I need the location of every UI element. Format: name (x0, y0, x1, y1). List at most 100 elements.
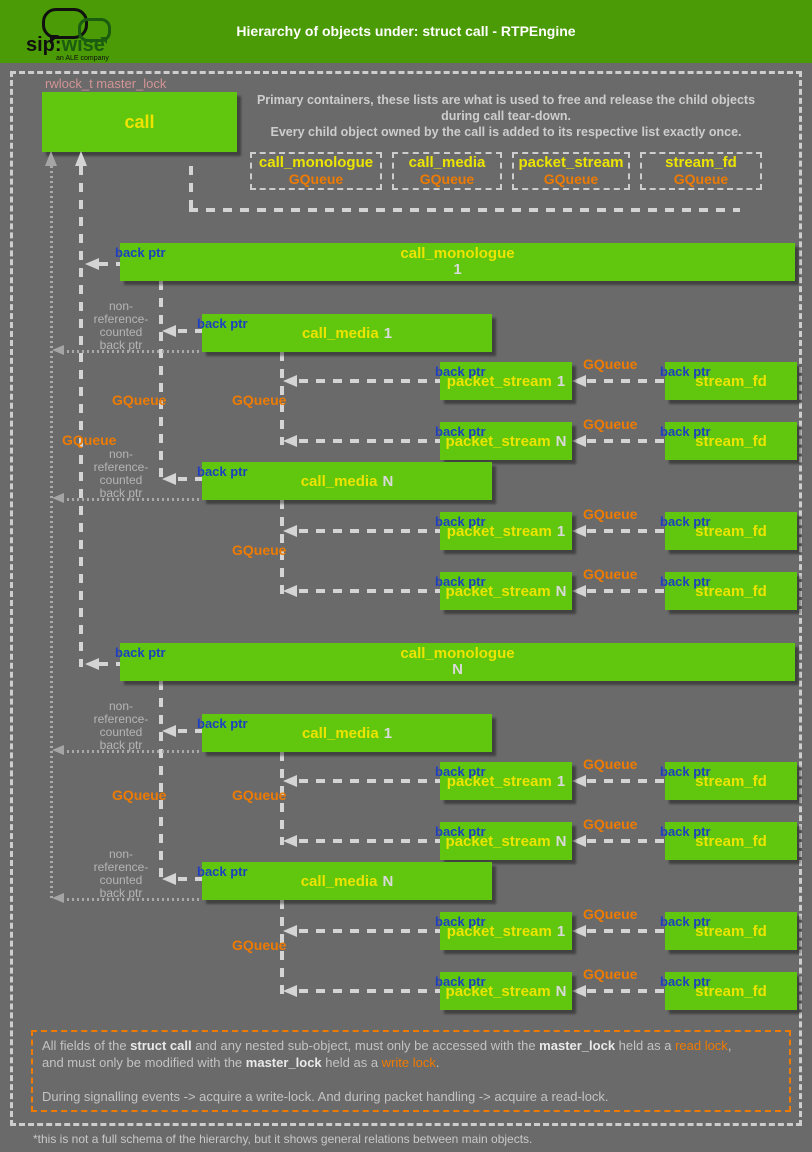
legend-box-stream-fd: stream_fd GQueue (640, 152, 762, 190)
connector-dashed-line (587, 379, 666, 383)
connector-dashed-line (587, 839, 666, 843)
node-stream_fd: stream_fd (665, 822, 797, 860)
connector-dashed-line (587, 439, 666, 443)
legend-box-call-monologue: call_monologue GQueue (250, 152, 382, 190)
arrowhead-icon (572, 835, 586, 847)
gqueue-label: GQueue (232, 542, 287, 558)
node-call_media-N: call_media N (202, 862, 492, 900)
notice-lock-term: write lock (381, 1055, 436, 1070)
arrowhead-icon (572, 435, 586, 447)
node-label: stream_fd (695, 982, 767, 1000)
back-ptr-label: back ptr (660, 974, 711, 989)
node-label: stream_fd (695, 432, 767, 450)
node-packet_stream-N: packet_stream N (440, 422, 572, 460)
arrowhead-icon (45, 151, 57, 166)
back-ptr-label: back ptr (197, 716, 248, 731)
notice-line: and must only be modified with the maste… (42, 1054, 780, 1071)
connector-dashed-line (587, 529, 666, 533)
connector-dashed-line (299, 379, 440, 383)
gqueue-label: GQueue (583, 506, 638, 522)
arrowhead-icon (283, 375, 297, 387)
arrowhead-icon (283, 835, 297, 847)
node-label: call_media (301, 324, 379, 342)
node-stream_fd: stream_fd (665, 762, 797, 800)
legend-container-type: GQueue (673, 171, 729, 187)
legend-container-type: GQueue (288, 171, 344, 187)
node-label: stream_fd (695, 832, 767, 850)
node-packet_stream-1: packet_stream 1 (440, 912, 572, 950)
node-call: call (42, 92, 237, 152)
arrowhead-icon (162, 725, 176, 737)
gqueue-label: GQueue (583, 416, 638, 432)
connector-dashed-line (99, 262, 120, 266)
node-index: 1 (453, 261, 462, 278)
connector-dotted-line (50, 166, 53, 901)
arrowhead-icon (85, 658, 99, 670)
arrowhead-icon (572, 775, 586, 787)
connector-dashed-line (299, 779, 440, 783)
node-label: stream_fd (695, 772, 767, 790)
node-index: 1 (556, 922, 566, 940)
node-label: packet_stream (446, 772, 552, 790)
gqueue-label: GQueue (62, 432, 117, 448)
logo-wordmark: sip:wise (26, 35, 105, 55)
node-stream_fd: stream_fd (665, 572, 797, 610)
legend-name: call_monologue (258, 154, 374, 171)
gqueue-label: GQueue (112, 392, 167, 408)
node-label: call_monologue (400, 645, 515, 662)
connector-dashed-line (299, 439, 440, 443)
node-stream_fd: stream_fd (665, 972, 797, 1010)
back-ptr-label: back ptr (660, 364, 711, 379)
connector-dashed-line (299, 989, 440, 993)
gqueue-label: GQueue (232, 787, 287, 803)
non-ref-back-ptr-label: non-reference-counted back ptr (93, 847, 149, 900)
arrowhead-icon (162, 873, 176, 885)
connector-dashed-line (299, 929, 440, 933)
arrowhead-icon (572, 375, 586, 387)
back-ptr-label: back ptr (197, 464, 248, 479)
node-label: packet_stream (445, 582, 551, 600)
legend-name: call_media (408, 154, 486, 171)
footnote: *this is not a full schema of the hierar… (33, 1132, 533, 1146)
arrowhead-icon (283, 925, 297, 937)
legend-container-type: GQueue (543, 171, 599, 187)
back-ptr-label: back ptr (660, 514, 711, 529)
logo-sip: sip: (26, 34, 62, 56)
notice-text: , (727, 1038, 732, 1053)
arrowhead-icon (572, 585, 586, 597)
back-ptr-label: back ptr (660, 424, 711, 439)
gqueue-label: GQueue (232, 392, 287, 408)
notice-line (42, 1071, 780, 1088)
description-line: during call tear-down. (441, 109, 571, 123)
node-index: N (382, 472, 394, 490)
notice-text: During signalling events -> acquire a wr… (42, 1089, 609, 1104)
connector-dashed-line (587, 779, 666, 783)
connector-dashed-line (587, 929, 666, 933)
node-call_media-1: call_media 1 (202, 714, 492, 752)
node-call_media-1: call_media 1 (202, 314, 492, 352)
back-ptr-label: back ptr (115, 245, 166, 260)
arrowhead-icon (283, 585, 297, 597)
node-index: N (555, 832, 567, 850)
node-index: 1 (556, 522, 566, 540)
node-label: stream_fd (695, 372, 767, 390)
node-index: N (382, 872, 394, 890)
node-label: stream_fd (695, 582, 767, 600)
back-ptr-label: back ptr (660, 574, 711, 589)
header: sip:wise an ALE company Hierarchy of obj… (0, 0, 812, 63)
notice-emphasis: master_lock (245, 1055, 322, 1070)
legend-name: stream_fd (665, 154, 737, 171)
arrowhead-icon (283, 525, 297, 537)
back-ptr-label: back ptr (435, 574, 486, 589)
arrowhead-icon (52, 745, 64, 755)
back-ptr-label: back ptr (435, 974, 486, 989)
connector-dashed-line (280, 352, 284, 445)
notice-text: and must only be modified with the (42, 1055, 246, 1070)
gqueue-label: GQueue (583, 906, 638, 922)
node-call_monologue-N: call_monologue N (120, 643, 795, 681)
notice-emphasis: master_lock (539, 1038, 616, 1053)
outer-dashed-border (10, 71, 802, 1126)
non-ref-back-ptr-label: non-reference-counted back ptr (93, 299, 149, 352)
node-index: N (555, 432, 567, 450)
back-ptr-label: back ptr (660, 764, 711, 779)
